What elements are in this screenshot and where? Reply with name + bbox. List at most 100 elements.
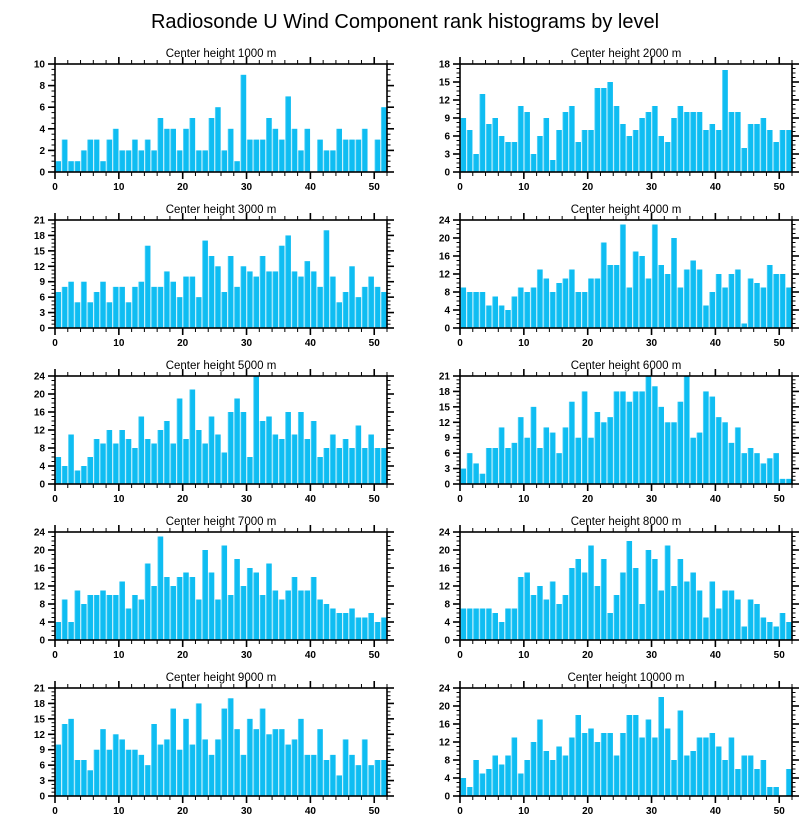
histogram-2000m: Center height 2000 m 0 10 20 30 40 50 0 3 6 9 12 15…	[439, 48, 799, 194]
plot-border	[459, 375, 793, 485]
svg-text:16: 16	[439, 252, 451, 263]
subplot-title: Center height 10000 m	[568, 672, 685, 684]
svg-text:0: 0	[444, 636, 450, 647]
subplot-3000m: Center height 3000 m 0 10 20 30 40 50 0 3 6 9 12 15…	[0, 200, 405, 356]
axes-group	[48, 213, 394, 335]
svg-text:30: 30	[241, 182, 253, 193]
svg-text:30: 30	[646, 182, 658, 193]
svg-text:0: 0	[39, 168, 45, 179]
svg-text:8: 8	[444, 756, 450, 767]
svg-text:0: 0	[444, 324, 450, 335]
svg-text:6: 6	[39, 293, 45, 304]
svg-text:6: 6	[444, 132, 450, 143]
axes-group	[453, 525, 799, 647]
svg-text:40: 40	[710, 182, 722, 193]
svg-text:20: 20	[177, 182, 189, 193]
svg-text:24: 24	[439, 684, 451, 695]
svg-text:50: 50	[774, 806, 786, 817]
svg-text:3: 3	[39, 776, 45, 787]
svg-text:4: 4	[444, 774, 450, 785]
svg-text:0: 0	[457, 182, 463, 193]
svg-text:0: 0	[444, 168, 450, 179]
svg-text:50: 50	[774, 650, 786, 661]
subplot-title: Center height 9000 m	[166, 672, 277, 684]
histogram-1000m: Center height 1000 m 0 10 20 30 40 50 0 2 4 6 8 10	[34, 48, 394, 193]
plot-border	[54, 531, 388, 641]
svg-text:10: 10	[113, 494, 125, 505]
svg-text:18: 18	[439, 387, 451, 398]
histogram-3000m: Center height 3000 m 0 10 20 30 40 50 0 3 6 9 12 15…	[34, 204, 394, 350]
histogram-7000m: Center height 7000 m 0 10 20 30 40 50 0 4 8 12 16 2…	[34, 516, 394, 661]
svg-text:10: 10	[34, 60, 46, 71]
svg-text:10: 10	[518, 494, 530, 505]
svg-text:0: 0	[457, 650, 463, 661]
svg-text:0: 0	[52, 650, 58, 661]
axes-group	[48, 681, 394, 803]
svg-text:30: 30	[646, 806, 658, 817]
svg-text:21: 21	[34, 216, 46, 227]
svg-text:12: 12	[439, 270, 451, 281]
svg-text:18: 18	[439, 60, 451, 71]
subplot-9000m: Center height 9000 m 0 10 20 30 40 50 0 3 6 9 12 15…	[0, 668, 405, 824]
tick-labels: 0 10 20 30 40 50 0 3 6 9 12 15 18 21	[34, 216, 380, 350]
svg-text:12: 12	[34, 262, 46, 273]
axes-group	[453, 681, 799, 803]
svg-text:16: 16	[34, 408, 46, 419]
svg-text:10: 10	[518, 338, 530, 349]
svg-text:12: 12	[34, 582, 46, 593]
svg-text:20: 20	[439, 546, 451, 557]
bars-group	[460, 541, 792, 640]
svg-text:0: 0	[457, 338, 463, 349]
tick-labels: 0 10 20 30 40 50 0 3 6 9 12 15 18	[439, 60, 785, 194]
plot-border	[54, 219, 388, 329]
histogram-5000m: Center height 5000 m 0 10 20 30 40 50 0 4 8 12 16 2…	[34, 360, 394, 505]
plot-border	[54, 375, 388, 485]
svg-text:2: 2	[39, 146, 45, 157]
svg-text:9: 9	[444, 114, 450, 125]
bars-group	[55, 698, 387, 796]
svg-text:4: 4	[39, 618, 45, 629]
svg-text:20: 20	[582, 338, 594, 349]
svg-text:20: 20	[439, 702, 451, 713]
svg-text:20: 20	[34, 546, 46, 557]
svg-text:10: 10	[113, 650, 125, 661]
subplot-10000m: Center height 10000 m 0 10 20 30 40 50 0 4 8 12 16…	[405, 668, 810, 824]
svg-text:30: 30	[646, 338, 658, 349]
svg-text:0: 0	[444, 792, 450, 803]
svg-text:0: 0	[52, 338, 58, 349]
svg-text:20: 20	[34, 390, 46, 401]
svg-text:0: 0	[39, 792, 45, 803]
svg-text:50: 50	[369, 494, 381, 505]
svg-text:10: 10	[113, 338, 125, 349]
svg-text:0: 0	[39, 636, 45, 647]
svg-text:6: 6	[39, 761, 45, 772]
svg-text:0: 0	[52, 806, 58, 817]
svg-text:40: 40	[305, 338, 317, 349]
subplot-title: Center height 7000 m	[166, 516, 277, 528]
svg-text:21: 21	[34, 684, 46, 695]
svg-text:4: 4	[444, 618, 450, 629]
svg-text:24: 24	[439, 528, 451, 539]
svg-text:0: 0	[39, 480, 45, 491]
svg-text:3: 3	[444, 150, 450, 161]
bars-group	[460, 70, 792, 172]
svg-text:20: 20	[177, 494, 189, 505]
tick-labels: 0 10 20 30 40 50 0 3 6 9 12 15 18 21	[34, 684, 380, 818]
svg-text:40: 40	[710, 650, 722, 661]
svg-text:10: 10	[113, 806, 125, 817]
histogram-10000m: Center height 10000 m 0 10 20 30 40 50 0 4 8 12 16…	[439, 672, 799, 817]
svg-text:9: 9	[39, 745, 45, 756]
histogram-9000m: Center height 9000 m 0 10 20 30 40 50 0 3 6 9 12 15…	[34, 672, 394, 818]
tick-labels: 0 10 20 30 40 50 0 4 8 12 16 20 24	[439, 528, 785, 662]
plot-border	[459, 687, 793, 797]
tick-labels: 0 10 20 30 40 50 0 4 8 12 16 20 24	[439, 216, 785, 350]
svg-text:0: 0	[444, 480, 450, 491]
subplot-8000m: Center height 8000 m 0 10 20 30 40 50 0 4 8 12 16 2…	[405, 512, 810, 668]
subplot-title: Center height 1000 m	[166, 48, 277, 60]
svg-text:8: 8	[39, 600, 45, 611]
plot-border	[459, 63, 793, 173]
svg-text:12: 12	[439, 738, 451, 749]
subplot-title: Center height 8000 m	[571, 516, 682, 528]
svg-text:6: 6	[39, 103, 45, 114]
svg-text:50: 50	[774, 338, 786, 349]
